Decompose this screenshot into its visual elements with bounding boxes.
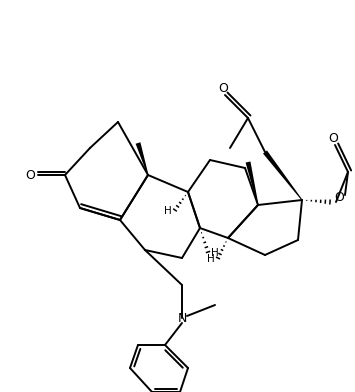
Text: N: N — [177, 312, 187, 325]
Text: O: O — [328, 131, 338, 145]
Text: H: H — [211, 248, 219, 258]
Text: O: O — [334, 191, 344, 203]
Polygon shape — [263, 151, 302, 200]
Text: H: H — [164, 206, 172, 216]
Text: O: O — [25, 169, 35, 181]
Polygon shape — [246, 162, 258, 205]
Polygon shape — [136, 142, 148, 175]
Text: O: O — [218, 82, 228, 94]
Text: H: H — [207, 254, 215, 264]
